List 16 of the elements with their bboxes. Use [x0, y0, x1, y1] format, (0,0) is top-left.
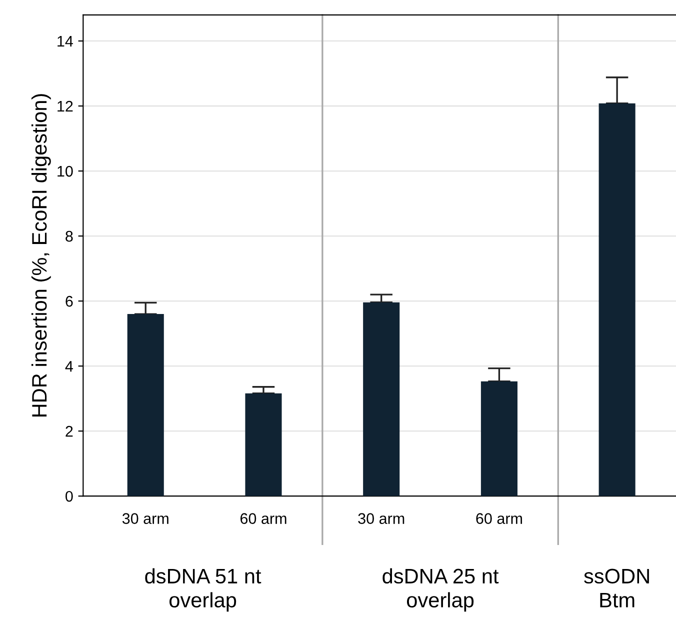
y-tick-label: 2 [66, 426, 73, 437]
text: dsDNA 51 nt overlap [145, 568, 262, 612]
y-tick-label: 0 [66, 490, 73, 502]
y-tick-label: 6 [66, 296, 73, 307]
y-tick-label: 14 [58, 36, 73, 47]
x-tick-label: 30 arm [358, 513, 404, 524]
y-tick-label: 12 [58, 100, 73, 112]
y-tick-label: 8 [66, 230, 73, 242]
y-tick-label: 4 [65, 361, 73, 372]
y-axis-title: HDR insertion (%, EcoRI digestion) [31, 94, 51, 416]
y-tick-label: 10 [58, 166, 73, 177]
text: ssODN Btm [584, 568, 649, 608]
text: dsDNA 25 nt overlap [382, 568, 499, 612]
x-tick-label: 60 arm [240, 513, 286, 524]
x-tick-label: 60 arm [476, 513, 522, 524]
x-tick-label: 30 arm [122, 513, 168, 524]
